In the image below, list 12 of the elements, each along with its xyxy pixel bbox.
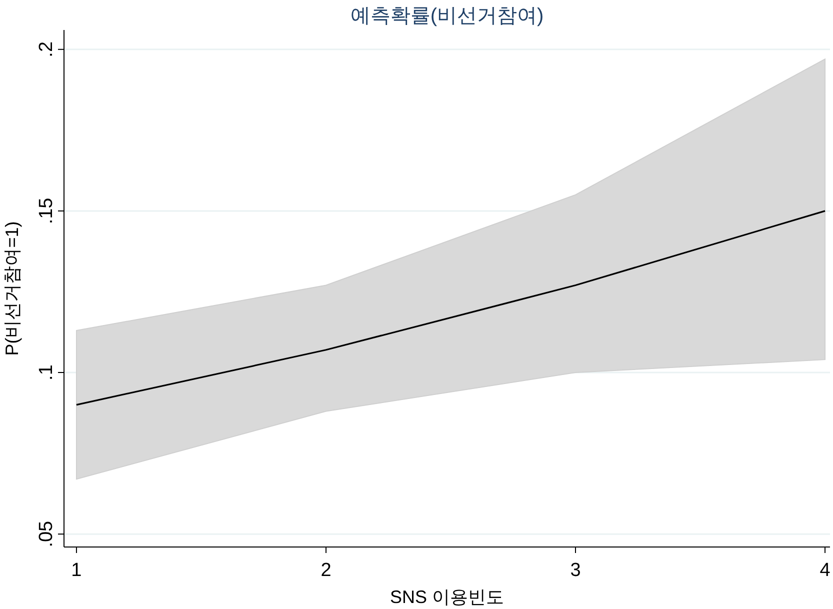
- line-series: [76, 210, 826, 406]
- x-tick-label: 3: [570, 560, 581, 581]
- y-tick-label: .05: [36, 520, 57, 548]
- x-tick-label: 1: [71, 560, 82, 581]
- y-tick-label: .2: [36, 41, 57, 58]
- y-tick-label: .1: [36, 364, 57, 380]
- y-tick-label: .15: [36, 198, 57, 224]
- chart-title: 예측확률(비선거참여): [350, 5, 544, 27]
- y-axis-title: P(비선거참여=1): [2, 221, 22, 356]
- x-tick-label: 2: [320, 560, 332, 581]
- x-tick-label: 4: [820, 560, 831, 581]
- x-axis-title: SNS 이용빈도: [390, 587, 504, 607]
